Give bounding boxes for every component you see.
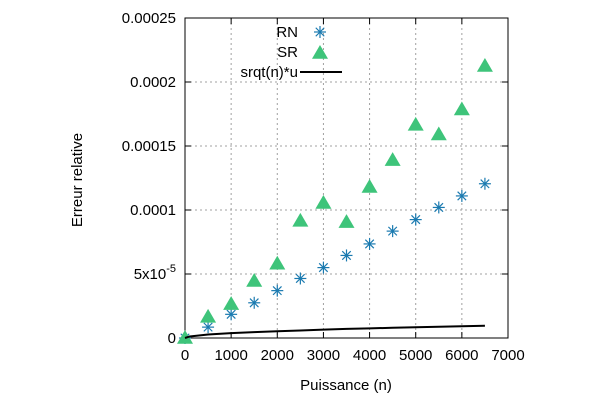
legend-marker-triangle xyxy=(312,45,328,59)
y-tick-label: 0.0002 xyxy=(130,74,176,91)
y-tick-label: 0.0001 xyxy=(130,202,176,219)
series-layer xyxy=(177,58,493,344)
data-point-sr xyxy=(315,194,332,209)
data-point-sr xyxy=(407,116,424,131)
plot-frame xyxy=(184,17,509,339)
y-tick-label: 0.00015 xyxy=(122,138,176,155)
data-point-sr xyxy=(384,152,401,166)
data-point-rn xyxy=(248,296,261,309)
legend: RN SR srqt(n)*u xyxy=(240,24,342,81)
data-point-rn xyxy=(317,261,330,274)
data-point-rn xyxy=(386,225,399,238)
data-point-sr xyxy=(200,308,217,323)
series-0 xyxy=(179,177,491,344)
x-tick-label: 2000 xyxy=(261,347,294,364)
data-point-rn xyxy=(455,189,468,202)
data-point-sr xyxy=(269,255,286,270)
data-point-rn xyxy=(294,272,307,285)
data-point-rn xyxy=(202,321,215,334)
x-tick-label: 3000 xyxy=(307,347,340,364)
legend-label: srqt(n)*u xyxy=(240,64,298,81)
y-tick-label-base: 5x10 xyxy=(134,266,167,283)
y-tick-label: 5x10-5 xyxy=(134,263,176,283)
data-point-rn xyxy=(340,249,353,262)
data-point-rn xyxy=(225,308,238,321)
series-2 xyxy=(184,324,485,339)
data-point-sr xyxy=(292,212,309,227)
x-tick-label: 4000 xyxy=(353,347,386,364)
data-point-rn xyxy=(432,201,445,214)
data-point-sr xyxy=(223,296,240,310)
legend-label: RN xyxy=(276,24,298,41)
y-tick-label: 0 xyxy=(168,330,176,347)
y-tick-label: 0.00025 xyxy=(122,10,176,27)
legend-marker-asterisk xyxy=(314,26,326,38)
x-tick-label: 7000 xyxy=(491,347,524,364)
data-point-rn xyxy=(271,284,284,297)
x-tick-label: 0 xyxy=(181,347,189,364)
data-point-rn xyxy=(409,213,422,226)
data-point-sr xyxy=(453,101,470,116)
legend-label: SR xyxy=(277,44,298,61)
series-line-sqrt xyxy=(184,324,485,339)
data-point-sr xyxy=(246,273,263,287)
data-point-sr xyxy=(476,58,493,72)
data-point-sr xyxy=(361,178,378,193)
data-point-sr xyxy=(177,330,193,344)
data-point-rn xyxy=(363,237,376,250)
y-axis-label: Erreur relative xyxy=(69,133,86,227)
tick-layer: 0 1000 2000 3000 4000 5000 6000 7000 0 5x10-5 0.00… xyxy=(122,10,525,364)
data-point-rn xyxy=(478,177,491,190)
grid-layer xyxy=(185,18,508,338)
x-tick-label: 5000 xyxy=(399,347,432,364)
data-point-sr xyxy=(338,214,355,228)
x-axis-label: Puissance (n) xyxy=(300,377,392,394)
series-1 xyxy=(177,58,493,344)
data-point-sr xyxy=(430,126,447,141)
y-tick-label-exponent: -5 xyxy=(166,263,176,275)
x-tick-label: 6000 xyxy=(445,347,478,364)
x-tick-label: 1000 xyxy=(214,347,247,364)
